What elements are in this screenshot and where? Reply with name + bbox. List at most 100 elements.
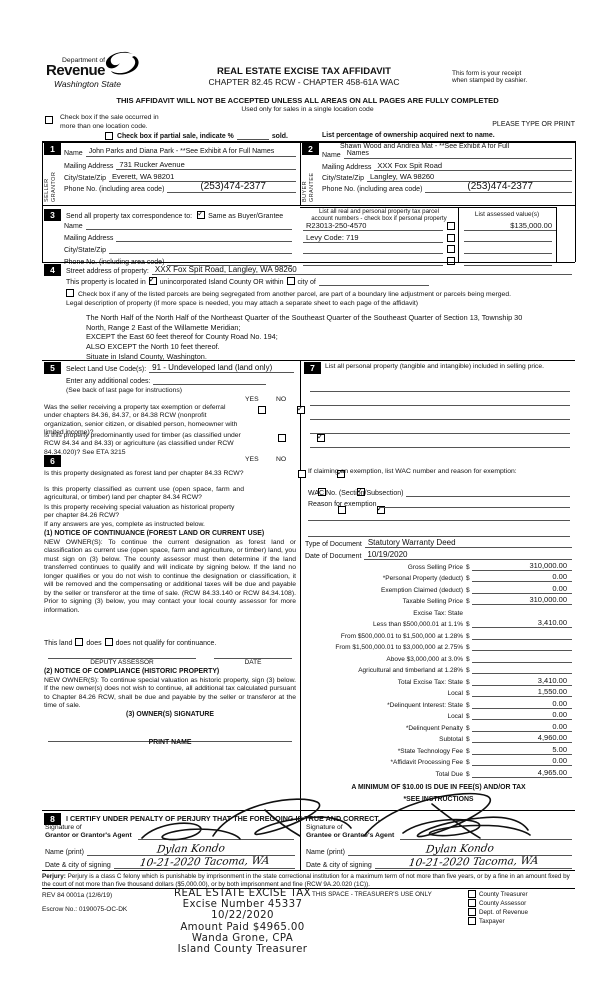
land-use-field[interactable]: 91 - Undeveloped land (land only) [149, 363, 294, 373]
tax-value-tier2[interactable] [471, 631, 572, 640]
copy-county-assessor-checkbox[interactable] [468, 899, 476, 907]
buyer-name-field[interactable]: Names [343, 150, 572, 159]
wac-field[interactable] [406, 488, 570, 497]
parcel2-personal-checkbox[interactable] [447, 234, 455, 242]
segregated-checkbox[interactable] [66, 289, 74, 297]
s6-q1-no-checkbox[interactable] [336, 468, 345, 478]
tax-value-personal[interactable]: 0.00 [471, 572, 572, 582]
unincorporated-checkbox[interactable] [148, 275, 157, 285]
grantor-signature-scribble[interactable] [138, 818, 243, 846]
s5-q1-no-checkbox[interactable] [296, 404, 305, 414]
personal-property-line-3[interactable] [310, 411, 570, 420]
grantee-name-print-field[interactable]: Dylan Kondo [347, 842, 572, 856]
parcel1-personal-checkbox[interactable] [447, 222, 455, 230]
assessed-value-1[interactable]: $135,000.00 [464, 221, 556, 231]
seller-city-field[interactable]: Everett, WA 98201 [109, 172, 296, 182]
grantor-signature-flourish[interactable] [205, 792, 355, 842]
tax-value-subtotal[interactable]: 4,960.00 [471, 733, 572, 743]
logo-revenue-text: Revenue [46, 62, 106, 79]
tax-value-tier3[interactable] [471, 642, 572, 651]
s5-q2-no-checkbox[interactable] [316, 432, 325, 442]
date-of-document-field[interactable]: 10/19/2020 [364, 550, 572, 560]
s6-q3-no-checkbox[interactable] [376, 504, 385, 514]
parcel-number-4[interactable] [303, 257, 443, 266]
tax-value-delinquent-penalty[interactable]: 0.00 [471, 722, 572, 732]
same-as-buyer-checkbox[interactable] [197, 209, 206, 219]
deputy-assessor-signature-line[interactable] [48, 650, 196, 659]
assessed-value-4[interactable] [464, 257, 552, 266]
tax-row-tech-fee: *State Technology Fee $5.00 [305, 743, 572, 755]
seller-name-field[interactable]: John Parks and Diana Park - **See Exhibi… [85, 148, 296, 157]
tax-value-gross[interactable]: 310,000.00 [471, 561, 572, 571]
corr-addr-field[interactable] [116, 233, 292, 242]
corr-phone-field[interactable] [167, 257, 292, 266]
seller-phone-field[interactable]: (253)474-2377 [167, 181, 296, 193]
does-not-qualify-checkbox[interactable] [104, 638, 113, 646]
s5-q2-yes-checkbox[interactable] [277, 434, 286, 442]
multi-location-checkbox[interactable] [45, 116, 53, 124]
parcel3-personal-checkbox[interactable] [447, 245, 455, 253]
partial-sale-sold: sold. [271, 133, 288, 140]
grantor-name-print-field[interactable]: Dylan Kondo [86, 842, 295, 856]
tax-value-tier4[interactable] [471, 654, 572, 663]
buyer-city-field[interactable]: Langley, WA 98260 [367, 172, 572, 182]
tax-value-tier1[interactable]: 3,410.00 [471, 618, 572, 628]
s5-q1-yes-checkbox[interactable] [257, 406, 266, 414]
s6-q1-yes-checkbox[interactable] [297, 470, 306, 478]
type-of-document-field[interactable]: Statutory Warranty Deed [364, 538, 572, 548]
grantee-date-city-field[interactable]: 10-21-2020 Tacoma, WA [374, 855, 572, 869]
additional-codes-field[interactable] [153, 376, 266, 385]
legal-description-label: Legal description of property (if more s… [66, 300, 419, 307]
grantee-date-city-label: Date & city of signing [306, 862, 372, 869]
tax-value-delinquent-interest-local[interactable]: 0.00 [471, 710, 572, 720]
parcel-header: List all real and personal property tax … [311, 208, 447, 223]
grantor-date-city-field[interactable]: 10-21-2020 Tacoma, WA [113, 855, 295, 869]
personal-property-line-2[interactable] [310, 397, 570, 406]
s6-q2-yes-checkbox[interactable] [317, 488, 326, 496]
grantee-agent-label: Grantee or Grantee's Agent [306, 832, 395, 839]
tax-value-local[interactable]: 1,550.00 [471, 687, 572, 697]
parcel-number-1[interactable]: R23013-250-4570 [303, 221, 443, 231]
city-of-field[interactable] [318, 277, 429, 286]
parcel4-personal-checkbox[interactable] [447, 257, 455, 265]
grantor-signature-line[interactable] [138, 831, 294, 840]
reason-exemption-field[interactable] [379, 499, 570, 508]
city-of-checkbox[interactable] [286, 277, 295, 285]
owner-signature-line[interactable] [48, 733, 292, 742]
assessor-date-line[interactable] [214, 650, 292, 659]
personal-property-line-1[interactable] [310, 383, 570, 392]
tax-value-delinquent-interest-state[interactable]: 0.00 [471, 699, 572, 709]
personal-property-line-5[interactable] [310, 439, 570, 448]
tax-value-total-due[interactable]: 4,965.00 [471, 768, 572, 778]
tax-value-processing-fee[interactable]: 0.00 [471, 756, 572, 766]
buyer-addr-field[interactable]: XXX Fox Spit Road [374, 161, 572, 171]
grantee-signature-flourish[interactable] [352, 788, 532, 846]
tax-value-taxable[interactable]: 310,000.00 [471, 595, 572, 605]
partial-sale-percent-field[interactable] [236, 131, 269, 140]
street-address-field[interactable]: XXX Fox Spit Road, Langley, WA 98260 [151, 265, 572, 275]
copy-taxpayer-checkbox[interactable] [468, 917, 476, 925]
reason-exemption-line-3[interactable] [308, 528, 570, 537]
personal-property-line-4[interactable] [310, 425, 570, 434]
partial-sale-checkbox[interactable] [105, 132, 113, 140]
tax-value-agricultural[interactable] [471, 665, 572, 674]
s6-q3-yes-checkbox[interactable] [337, 506, 346, 514]
grantee-signature-scribble[interactable] [398, 815, 533, 841]
parcel-number-2[interactable]: Levy Code: 719 [303, 233, 443, 243]
grantee-signature-line[interactable] [400, 831, 572, 840]
copy-dept-revenue-checkbox[interactable] [468, 908, 476, 916]
reason-exemption-line-2[interactable] [308, 512, 570, 521]
tax-value-tech-fee[interactable]: 5.00 [471, 745, 572, 755]
does-qualify-checkbox[interactable] [75, 638, 84, 646]
assessed-value-2[interactable] [464, 233, 552, 242]
tax-value-total-state[interactable]: 3,410.00 [471, 676, 572, 686]
tax-value-exemption[interactable]: 0.00 [471, 584, 572, 594]
seller-addr-field[interactable]: 731 Rucker Avenue [116, 160, 296, 170]
buyer-phone-field[interactable]: (253)474-2377 [425, 181, 572, 193]
corr-city-field[interactable] [109, 245, 292, 254]
corr-name-field[interactable] [85, 221, 292, 230]
assessed-value-3[interactable] [464, 245, 552, 254]
copy-county-treasurer-checkbox[interactable] [468, 890, 476, 898]
s6-q2-no-checkbox[interactable] [356, 486, 365, 496]
parcel-number-3[interactable] [303, 245, 443, 254]
